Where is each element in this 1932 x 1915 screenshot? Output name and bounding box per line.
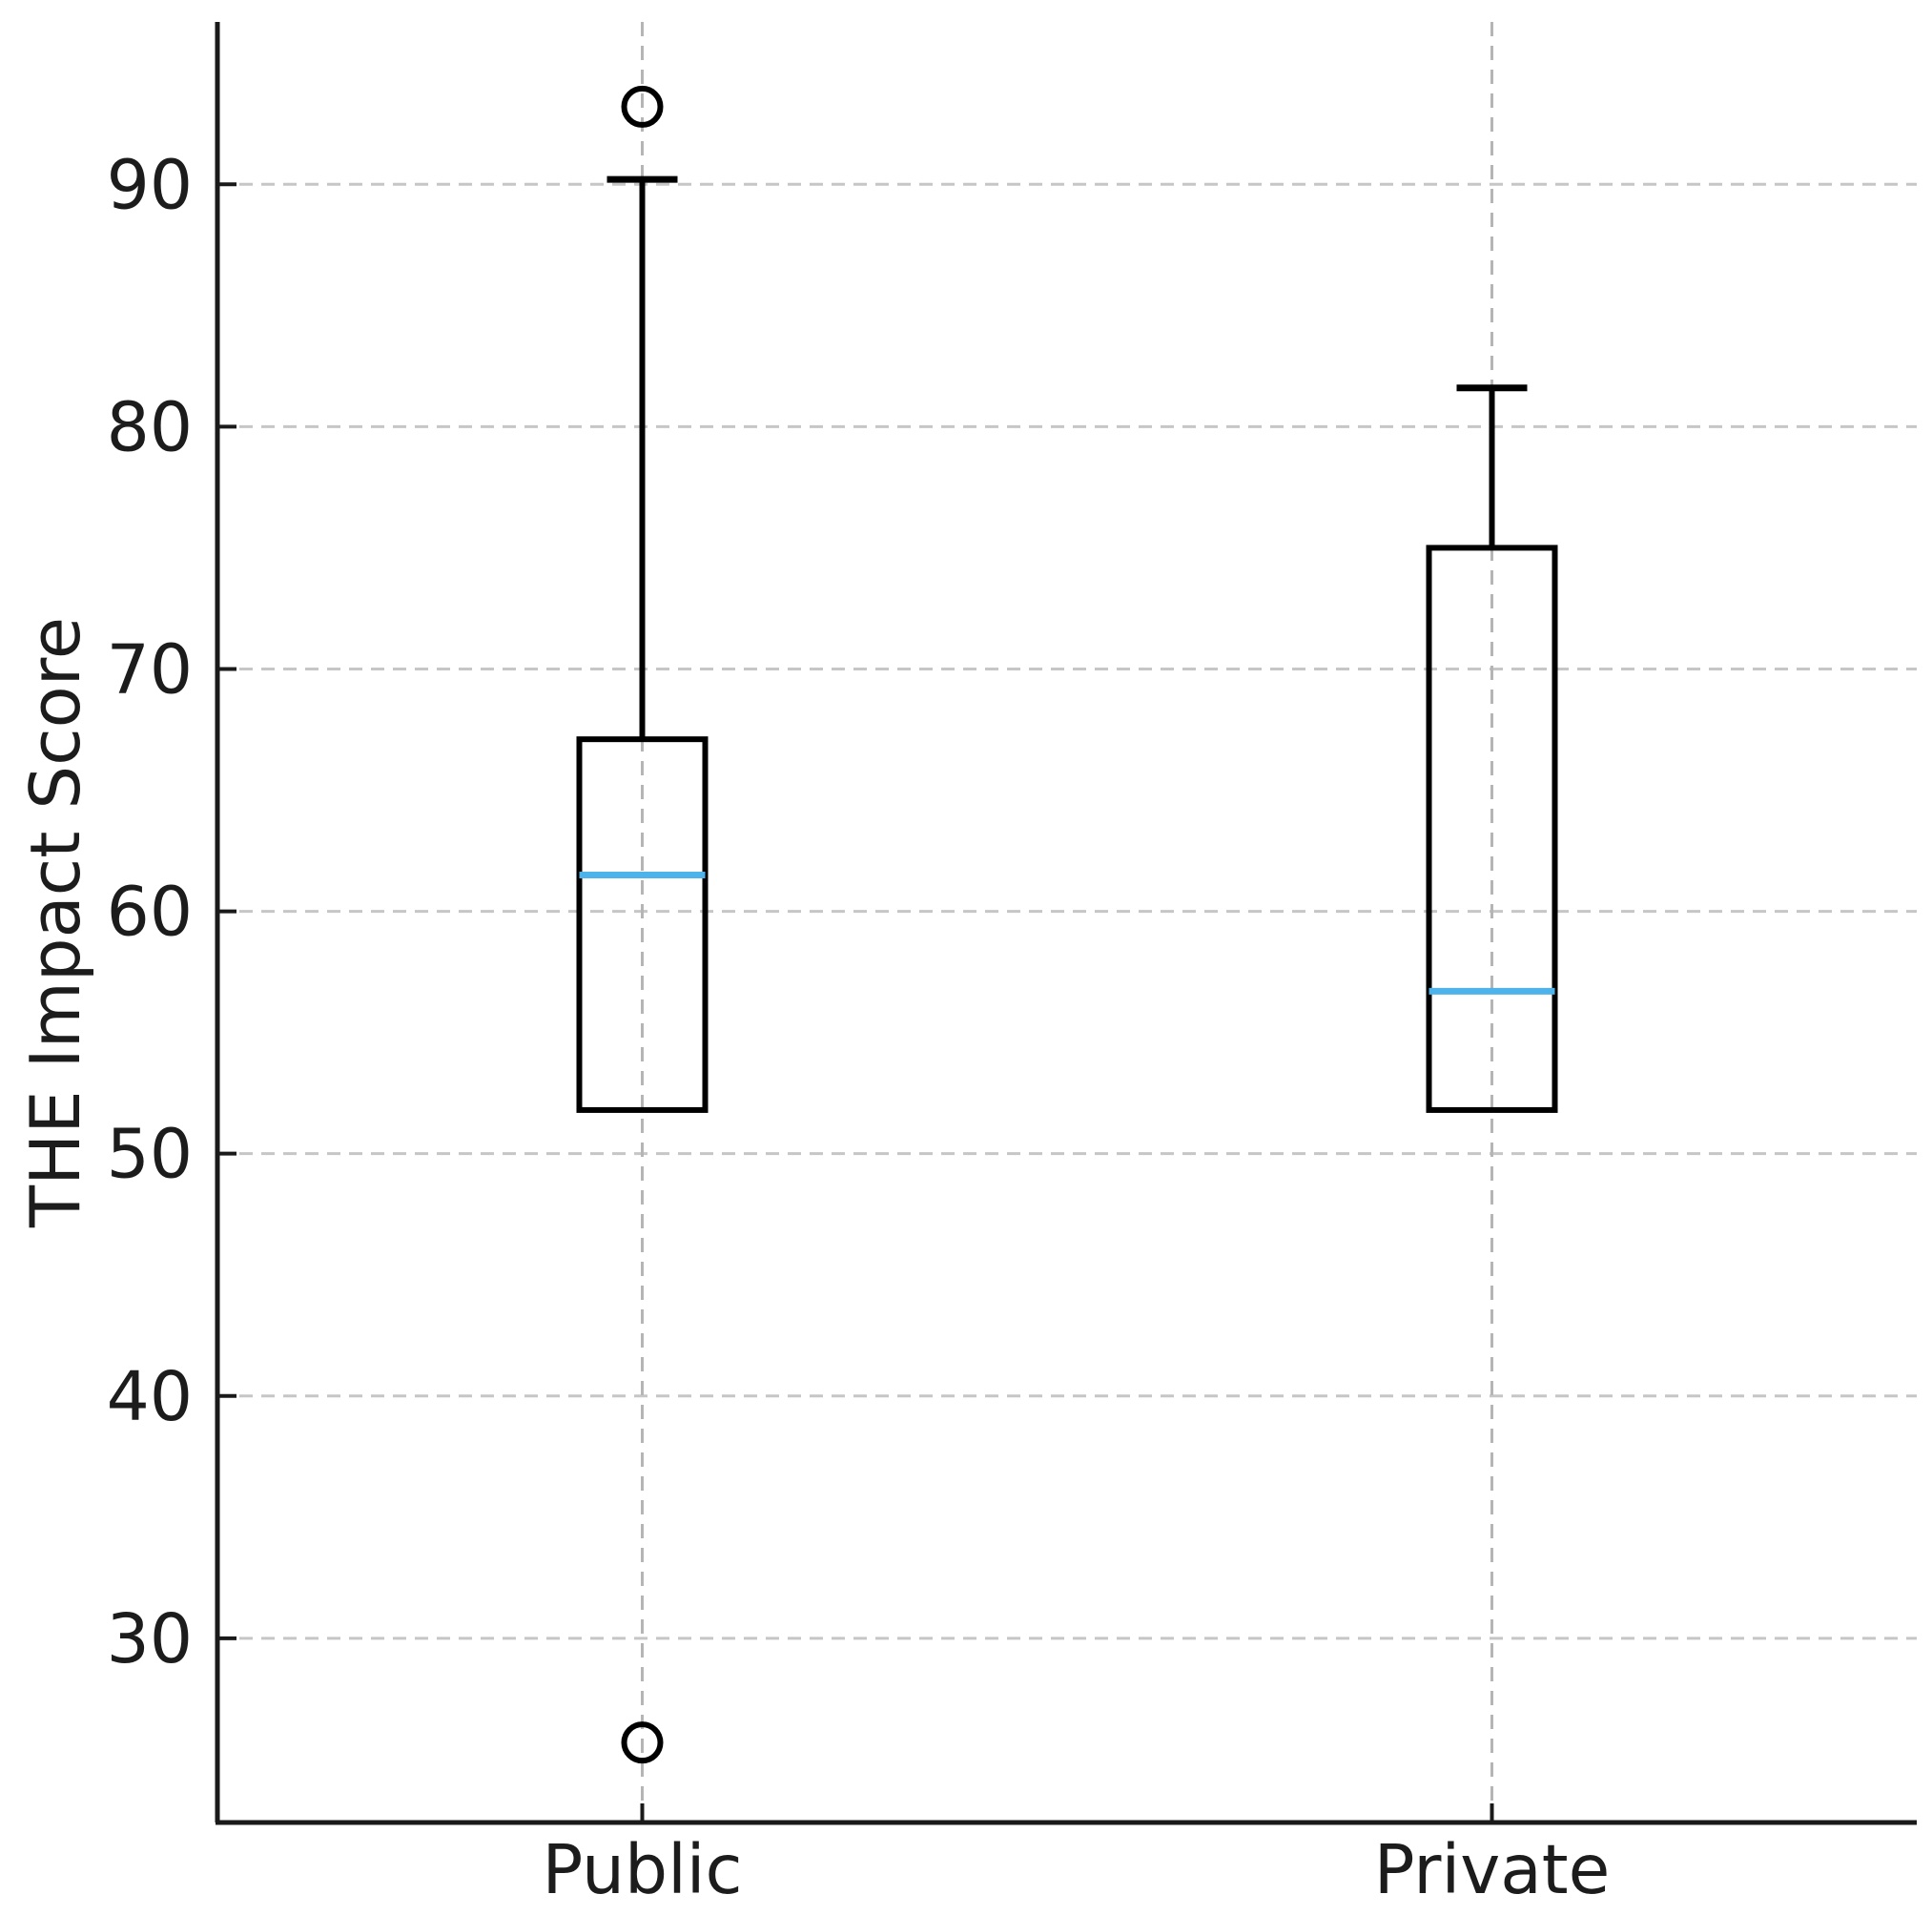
iqr-box [1426,545,1558,1113]
y-tick-label: 40 [107,1357,193,1436]
x-tick-label: Private [1374,1830,1611,1909]
y-tick-label: 80 [107,387,193,466]
iqr-box [576,736,709,1113]
y-tick-label: 60 [107,873,193,952]
y-tick-label: 90 [107,145,193,224]
outlier-point [621,85,664,128]
y-tick-label: 70 [107,629,193,709]
outlier-point [621,1721,664,1764]
y-tick-label: 50 [107,1115,193,1194]
y-tick-label: 30 [107,1599,193,1678]
y-axis-label: THE Impact Score [15,616,95,1228]
x-tick-label: Public [542,1830,742,1909]
